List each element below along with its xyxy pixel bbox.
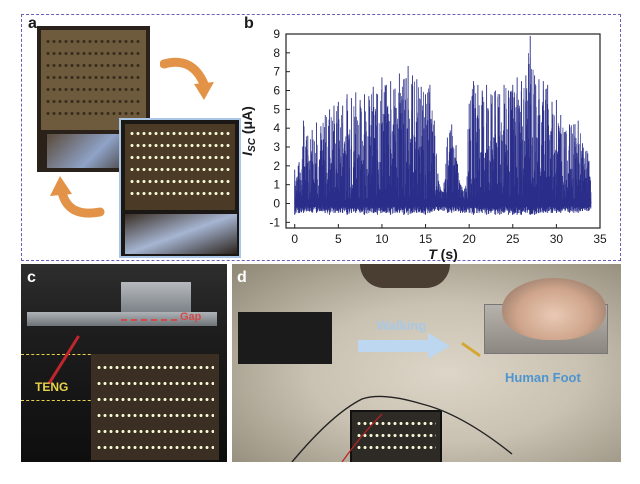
x-tick-label: 25 [506,232,520,246]
led-panel-d [350,410,442,462]
chart-ticks: 0 5 10 15 20 25 30 35 -1 0 1 2 3 4 5 6 7 8 9 [269,27,607,246]
y-tick-label: 4 [273,121,280,135]
x-tick-label: 15 [419,232,433,246]
human-foot-photo [502,278,606,340]
wires [291,395,513,462]
plot-frame [285,33,601,229]
led-row [45,76,142,79]
y-tick-label: 8 [273,46,280,60]
led-row [129,192,231,195]
teng-top-line [21,354,101,355]
hand-photo-bottom [125,214,237,254]
y-tick-label: 2 [273,159,280,173]
x-tick-label: 35 [593,232,607,246]
led-row [129,180,231,183]
panel-a-label: a [28,15,37,32]
y-tick-label: 5 [273,102,280,116]
led-row [45,64,142,67]
gap-label: Gap [180,311,202,323]
teng-bottom-line [21,400,101,401]
led-panel-c [91,354,219,460]
led-row [96,382,214,385]
led-row [96,414,214,417]
walking-label: Walking [377,318,427,333]
figure-frame-ab [21,14,621,261]
caption-strip-partial [0,470,640,484]
x-tick-label: 0 [291,232,298,246]
y-tick-label: 1 [273,178,280,192]
led-panel-bottom [125,124,235,210]
led-row [129,168,231,171]
chart-axes [285,33,601,229]
led-row [96,366,214,369]
led-row [355,434,437,437]
led-row [45,40,142,43]
y-axis-title: ISC (μA) [239,106,258,156]
cycle-arrow-right-icon [160,57,214,100]
led-row [129,144,231,147]
cycle-arrow-left-icon [50,176,105,218]
led-row [355,446,437,449]
gap-marker [121,319,177,321]
current-chart: 0 5 10 15 20 25 30 35 -1 0 1 2 3 4 5 6 7 8 9 ISC (μA) T (s… [239,27,607,262]
x-tick-label: 20 [462,232,476,246]
y-tick-label: 0 [273,197,280,211]
x-tick-label: 30 [550,232,564,246]
led-row [45,112,142,115]
y-tick-label: -1 [269,215,280,229]
led-row [45,88,142,91]
panel-c-photo [21,264,227,462]
x-tick-label: 5 [335,232,342,246]
teng-label: TENG [35,380,69,394]
panel-c-label: c [27,269,36,286]
panel-d-label: d [237,269,247,286]
panel-a-photo-bottom [119,118,241,258]
panel-d-photo [232,264,621,462]
led-row [96,430,214,433]
acrylic-plate-top [121,282,191,312]
red-wire [47,335,80,385]
led-panel-top [41,30,146,130]
human-foot-label: Human Foot [505,370,581,385]
y-tick-label: 3 [273,140,280,154]
y-tick-label: 9 [273,27,280,41]
x-axis-title: T (s) [428,246,458,262]
led-row [96,398,214,401]
led-row [45,52,142,55]
dark-mat [238,312,332,364]
led-row [45,100,142,103]
x-tick-label: 10 [375,232,389,246]
panel-b-label: b [244,15,254,32]
y-tick-label: 7 [273,65,280,79]
led-row [129,156,231,159]
led-row [129,132,231,135]
led-row [96,446,214,449]
chart-plot-area [294,35,592,215]
y-tick-label: 6 [273,84,280,98]
led-row [355,422,437,425]
top-shadow-object [360,264,450,288]
walking-arrow-icon [358,333,450,359]
